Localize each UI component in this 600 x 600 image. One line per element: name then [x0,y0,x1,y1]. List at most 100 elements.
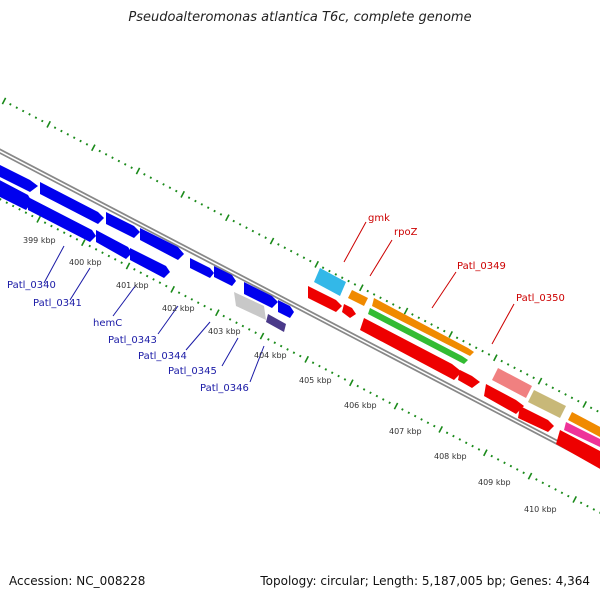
scale-tick-minor [264,236,267,240]
gene-arrow[interactable] [360,318,462,380]
gene-block[interactable] [492,368,532,398]
scale-tick-minor [328,269,331,273]
gene-arrow[interactable] [518,406,554,432]
gene-block[interactable] [528,390,566,418]
gene-arrow[interactable] [278,300,294,318]
scale-tick-minor [104,153,108,156]
scale-tick-minor [75,238,79,241]
gene-arrow[interactable] [458,370,480,388]
scale-tick-minor [152,278,155,281]
scale-tick-minor [34,116,38,119]
scale-label: 409 kbp [478,478,511,487]
scale-tick-minor [369,391,372,395]
scale-label: 400 kbp [69,258,102,267]
scale-tick-major [215,309,220,317]
scale-tick-minor [177,291,181,295]
gene-arrow[interactable] [308,286,342,312]
scale-tick-minor [219,213,223,216]
scale-tick-minor [334,273,338,276]
gene-label[interactable]: Patl_0343 [108,335,157,346]
gene-arrow[interactable] [106,212,140,238]
gene-arrow[interactable] [568,412,600,438]
gene-arrow[interactable] [368,308,468,364]
scale-tick-minor [194,199,197,203]
gene-label[interactable]: Patl_0344 [138,351,187,362]
gene-group-right [308,268,600,470]
gene-label[interactable]: Patl_0345 [168,366,217,377]
gene-label[interactable]: hemC [93,318,122,329]
scale-tick-minor [120,261,123,264]
gene-arrow[interactable] [342,304,356,318]
scale-tick-major [537,377,543,385]
gene-label[interactable]: rpoZ [394,227,418,238]
gene-label[interactable]: Patl_0349 [457,261,506,272]
gene-arrow[interactable] [190,258,214,278]
scale-tick-minor [69,234,72,238]
gene-block[interactable] [348,290,368,306]
gene-arrow[interactable] [140,228,184,260]
gene-arrow[interactable] [96,230,132,259]
scale-tick-minor [592,508,596,511]
gene-labels-right: gmk rpoZ Patl_0349 Patl_0350 [368,213,565,304]
scale-tick-minor [324,368,328,371]
scale-tick-minor [21,109,25,113]
gene-label[interactable]: Patl_0346 [200,383,249,394]
scale-tick-major [483,449,488,457]
gene-arrow[interactable] [0,175,32,210]
gene-arrow[interactable] [130,248,170,278]
scale-tick-minor [222,314,225,318]
gene-block[interactable] [234,292,266,320]
gene-arrow[interactable] [484,384,524,414]
scale-tick-minor [420,418,423,421]
gene-block[interactable] [314,268,346,296]
scale-tick-minor [589,406,593,410]
gene-label[interactable]: Patl_0340 [7,280,56,291]
scale-tick-minor [302,256,306,260]
scale-tick-minor [94,248,98,251]
scale-tick-major [359,284,364,292]
gene-label[interactable]: Patl_0341 [33,298,82,309]
scale-tick-minor [430,323,433,326]
scale-tick-minor [557,389,561,393]
gene-block[interactable] [266,314,286,332]
scale-tick-major [46,120,51,128]
scale-tick-major [304,355,310,363]
scale-track-outer [1,97,599,413]
scale-tick-minor [11,204,15,208]
scale-tick-major [36,215,41,223]
gene-arrow[interactable] [564,422,600,448]
scale-tick-major [135,167,141,175]
scale-tick-minor [0,198,2,201]
scale-tick-minor [391,303,395,306]
gene-arrow[interactable] [40,182,104,224]
gene-label[interactable]: Patl_0350 [516,293,565,304]
gene-arrow[interactable] [372,298,474,356]
scale-tick-minor [381,398,385,401]
scale-tick-minor [464,441,468,445]
gene-arrow[interactable] [0,160,38,192]
scale-label: 408 kbp [434,452,467,461]
scale-tick-minor [340,276,344,280]
scale-tick-minor [247,328,251,331]
scale-tick-minor [168,186,172,190]
gene-label[interactable]: gmk [368,213,390,224]
gene-arrow[interactable] [244,282,278,308]
scale-tick-major [349,379,354,387]
gene-arrow[interactable] [28,197,96,242]
scale-tick-minor [509,464,513,468]
scale-tick-minor [318,364,321,368]
gene-arrow[interactable] [214,266,236,286]
scale-label: 402 kbp [162,304,195,313]
scale-tick-minor [53,126,57,129]
scale-tick-minor [385,299,389,303]
scale-tick-major [314,260,320,268]
scale-tick-minor [506,363,510,366]
scale-tick-minor [196,301,200,305]
scale-tick-minor [321,266,325,270]
scale-tick-minor [238,223,242,226]
scale-tick-minor [66,133,70,136]
gene-arrow[interactable] [556,430,600,470]
scale-tick-minor [468,343,472,346]
scale-tick-minor [375,394,379,398]
scale-tick-minor [500,359,503,363]
